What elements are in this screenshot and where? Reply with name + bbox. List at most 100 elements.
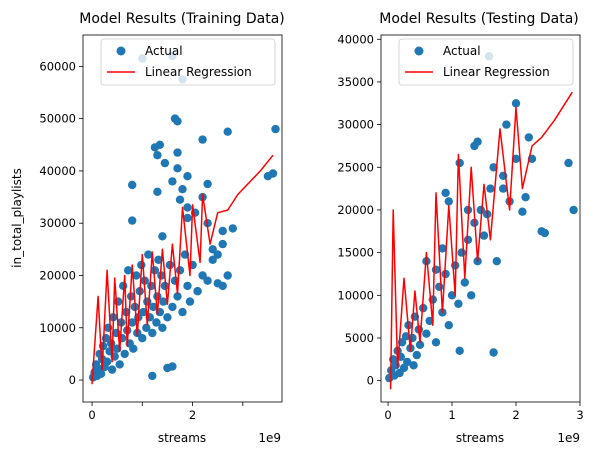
data-point bbox=[127, 292, 136, 301]
data-point bbox=[175, 266, 185, 275]
data-point bbox=[153, 151, 162, 160]
data-point bbox=[415, 340, 425, 349]
y-axis-label: in_total_playlists bbox=[10, 168, 24, 268]
data-point bbox=[444, 197, 453, 206]
data-point bbox=[157, 271, 166, 280]
data-point bbox=[148, 371, 157, 381]
y-tick-label: 0 bbox=[367, 374, 374, 388]
data-point bbox=[502, 120, 511, 129]
x-tick-label: 1 bbox=[448, 408, 455, 422]
y-tick-label: 5000 bbox=[345, 331, 374, 345]
y-tick-label: 40000 bbox=[337, 32, 374, 46]
data-point bbox=[128, 318, 137, 327]
data-point bbox=[152, 318, 161, 327]
data-point bbox=[173, 292, 182, 301]
data-point bbox=[203, 179, 212, 189]
data-point bbox=[441, 188, 450, 198]
data-point bbox=[409, 361, 418, 370]
y-tick-label: 10000 bbox=[39, 321, 76, 335]
data-point bbox=[208, 245, 217, 254]
data-point bbox=[218, 281, 227, 291]
data-point bbox=[183, 172, 192, 181]
x-scale-label: 1e9 bbox=[258, 431, 281, 445]
y-tick-label: 60000 bbox=[39, 59, 76, 73]
legend-label-regression: Linear Regression bbox=[443, 65, 550, 79]
data-point bbox=[178, 185, 187, 194]
data-point bbox=[499, 184, 508, 193]
testing-chart: Model Results (Testing Data) streams 1e9… bbox=[337, 11, 583, 445]
data-point bbox=[569, 205, 578, 215]
training-chart: Model Results (Training Data) streams in… bbox=[10, 11, 285, 445]
data-point bbox=[455, 346, 464, 355]
data-point bbox=[419, 303, 428, 313]
x-tick-label: 0 bbox=[384, 408, 391, 422]
data-point bbox=[159, 297, 168, 306]
axes-frame bbox=[380, 34, 581, 403]
y-tick-label: 20000 bbox=[39, 268, 76, 282]
data-point bbox=[564, 158, 573, 168]
data-point bbox=[173, 148, 182, 157]
legend-label-actual: Actual bbox=[443, 44, 481, 58]
x-tick-label: 2 bbox=[512, 408, 519, 422]
y-tick-label: 30000 bbox=[337, 118, 374, 132]
y-tick-label: 35000 bbox=[337, 75, 374, 89]
data-point bbox=[223, 271, 232, 280]
data-point bbox=[183, 203, 192, 212]
x-axis-label: streams bbox=[456, 431, 504, 445]
data-point bbox=[178, 307, 187, 317]
data-point bbox=[144, 250, 153, 259]
data-point bbox=[486, 184, 495, 193]
data-point bbox=[268, 169, 278, 178]
data-point bbox=[470, 141, 479, 151]
data-point bbox=[128, 216, 137, 225]
data-point bbox=[463, 235, 473, 244]
data-point bbox=[132, 271, 141, 280]
data-point bbox=[138, 334, 147, 343]
data-point bbox=[444, 321, 453, 330]
data-point bbox=[218, 239, 227, 249]
data-point bbox=[96, 369, 106, 378]
data-point bbox=[198, 135, 207, 144]
x-tick-label: 0 bbox=[88, 408, 95, 422]
data-point bbox=[435, 282, 444, 291]
data-point bbox=[102, 357, 112, 366]
data-point bbox=[457, 248, 466, 257]
data-point bbox=[107, 365, 117, 374]
legend: Actual Linear Regression bbox=[398, 38, 574, 86]
y-tick-label: 40000 bbox=[39, 164, 76, 178]
x-axis-label: streams bbox=[158, 431, 206, 445]
data-point bbox=[479, 231, 489, 240]
data-point bbox=[175, 195, 185, 204]
chart-title: Model Results (Training Data) bbox=[79, 11, 285, 27]
data-point bbox=[173, 117, 182, 126]
data-point bbox=[185, 297, 195, 306]
data-point bbox=[168, 177, 177, 186]
data-point bbox=[489, 163, 498, 172]
data-point bbox=[128, 180, 137, 190]
data-point bbox=[460, 278, 469, 287]
plot-area: 0 2 0 10000 20000 30000 40000 50000 60000 Actual L… bbox=[39, 34, 283, 422]
data-point bbox=[154, 255, 163, 264]
data-point bbox=[168, 362, 177, 371]
y-tick-label: 20000 bbox=[337, 203, 374, 217]
data-point bbox=[441, 269, 450, 279]
data-point bbox=[213, 250, 222, 259]
data-point bbox=[160, 281, 170, 291]
data-point bbox=[431, 265, 441, 274]
data-point bbox=[139, 307, 148, 317]
data-point bbox=[438, 244, 447, 253]
data-point bbox=[203, 276, 212, 285]
data-point bbox=[492, 257, 501, 266]
data-point bbox=[183, 213, 192, 223]
data-point bbox=[193, 287, 202, 296]
data-point bbox=[153, 187, 162, 196]
data-point bbox=[129, 344, 138, 353]
data-point bbox=[150, 143, 160, 152]
data-point bbox=[540, 228, 549, 238]
data-point bbox=[412, 350, 421, 360]
data-point bbox=[518, 207, 527, 216]
axes-frame bbox=[82, 34, 283, 403]
marks bbox=[385, 52, 578, 390]
data-point bbox=[163, 313, 172, 322]
